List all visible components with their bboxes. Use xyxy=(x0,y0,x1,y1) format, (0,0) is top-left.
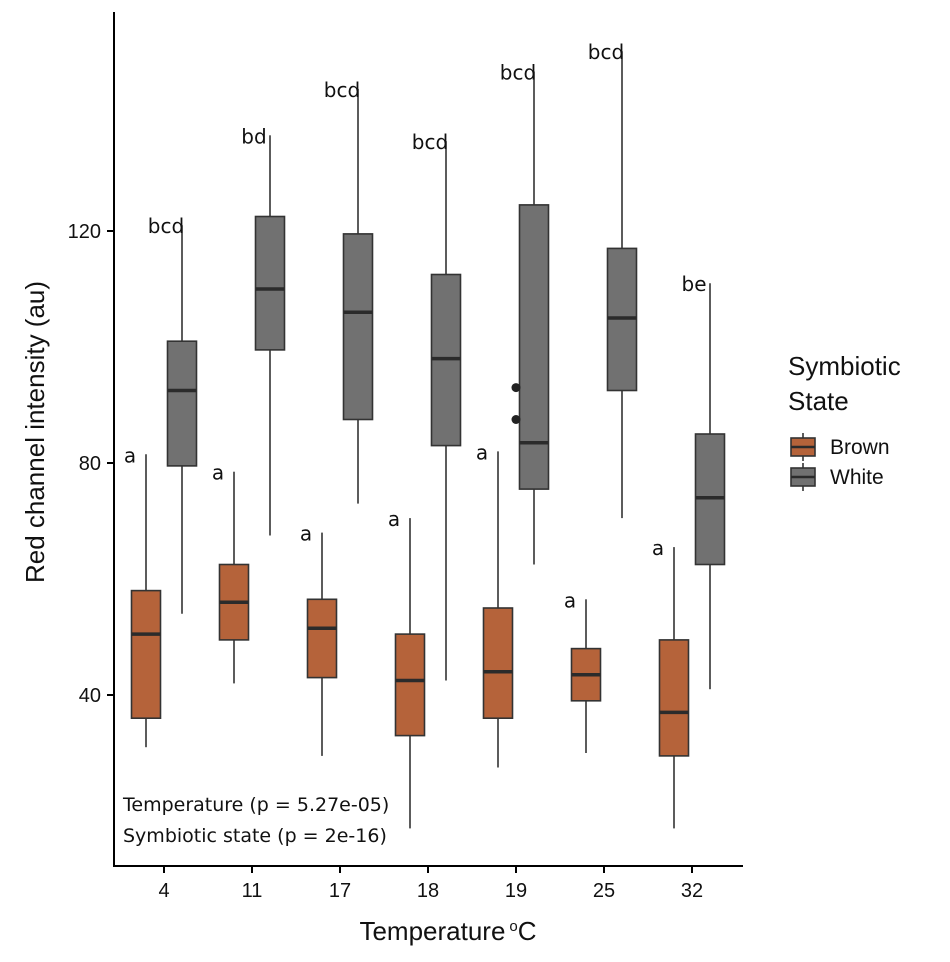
x-tick-label: 32 xyxy=(681,880,703,902)
legend-label: White xyxy=(830,466,884,489)
box-iqr xyxy=(306,598,338,679)
legend-title-line-2: State xyxy=(788,386,849,416)
box-white-32: be xyxy=(682,272,726,690)
box-iqr xyxy=(166,340,198,467)
significance-letter: a xyxy=(300,522,312,546)
significance-letter: bcd xyxy=(588,40,624,64)
legend-item-white: White xyxy=(790,463,884,491)
x-axis-title-main: Temperature xyxy=(359,916,505,946)
significance-letter: bcd xyxy=(412,130,448,154)
legend-title-line-1: Symbiotic xyxy=(788,351,901,381)
significance-letter: bcd xyxy=(148,214,184,238)
significance-letter: a xyxy=(476,440,488,464)
annotation-temperature: Temperature (p = 5.27e-05) xyxy=(122,794,389,816)
y-tick-label: 120 xyxy=(68,221,101,243)
y-axis-title: Red channel intensity (au) xyxy=(20,281,50,583)
box-brown-11: a xyxy=(212,461,250,684)
x-axis-title: Temperature oC xyxy=(359,916,536,946)
x-tick-label: 11 xyxy=(242,880,263,902)
x-tick-label: 19 xyxy=(505,880,527,902)
legend: Symbiotic State Brown White xyxy=(788,351,901,491)
box-brown-19: a xyxy=(476,440,514,768)
x-tick-label: 18 xyxy=(417,880,439,902)
legend-item-brown: Brown xyxy=(790,433,890,461)
x-axis-ticks: 4 11 17 18 19 25 32 xyxy=(158,866,703,902)
significance-letter: bcd xyxy=(500,61,536,85)
box-white-17: bcd xyxy=(324,78,374,504)
box-brown-25: a xyxy=(564,588,602,753)
box-brown-17: a xyxy=(300,522,338,756)
significance-letter: a xyxy=(388,507,400,531)
legend-label: Brown xyxy=(830,436,890,459)
box-white-18: bcd xyxy=(412,130,462,681)
y-axis-ticks: 40 80 120 xyxy=(68,221,114,707)
x-tick-label: 17 xyxy=(329,880,351,902)
significance-letter: a xyxy=(564,588,576,612)
box-white-11: bd xyxy=(241,124,286,536)
box-iqr xyxy=(254,215,286,351)
box-white-4: bcd xyxy=(148,214,198,614)
box-brown-18: a xyxy=(388,507,426,829)
annotation-symbiotic-state: Symbiotic state (p = 2e-16) xyxy=(123,825,387,847)
plot-area: a a a a a a a bcd bd bcd bcd bcd bcd be xyxy=(124,40,726,829)
box-iqr xyxy=(394,633,426,737)
outlier-point xyxy=(511,383,521,393)
box-brown-4: a xyxy=(124,443,162,748)
box-white-25: bcd xyxy=(588,40,638,519)
x-tick-label: 4 xyxy=(158,880,169,902)
outlier-point xyxy=(511,415,521,424)
box-iqr xyxy=(130,589,162,719)
box-white-19: bcd xyxy=(500,61,550,565)
significance-letter: a xyxy=(212,461,224,485)
x-tick-label: 25 xyxy=(593,880,615,902)
box-brown-32: a xyxy=(652,536,690,829)
significance-letter: be xyxy=(682,272,707,296)
legend-keys: Brown White xyxy=(790,433,890,491)
significance-letter: bcd xyxy=(324,78,360,102)
box-iqr xyxy=(518,204,550,490)
y-tick-label: 80 xyxy=(79,453,101,475)
significance-letter: a xyxy=(124,443,136,467)
y-tick-label: 40 xyxy=(79,685,101,707)
box-iqr xyxy=(482,607,514,719)
significance-letter: a xyxy=(652,536,664,560)
significance-letter: bd xyxy=(241,124,266,148)
x-axis-title-degree: o xyxy=(509,918,517,935)
x-axis-title-unit: C xyxy=(518,916,537,946)
box-iqr xyxy=(342,233,374,421)
box-iqr xyxy=(658,639,690,757)
